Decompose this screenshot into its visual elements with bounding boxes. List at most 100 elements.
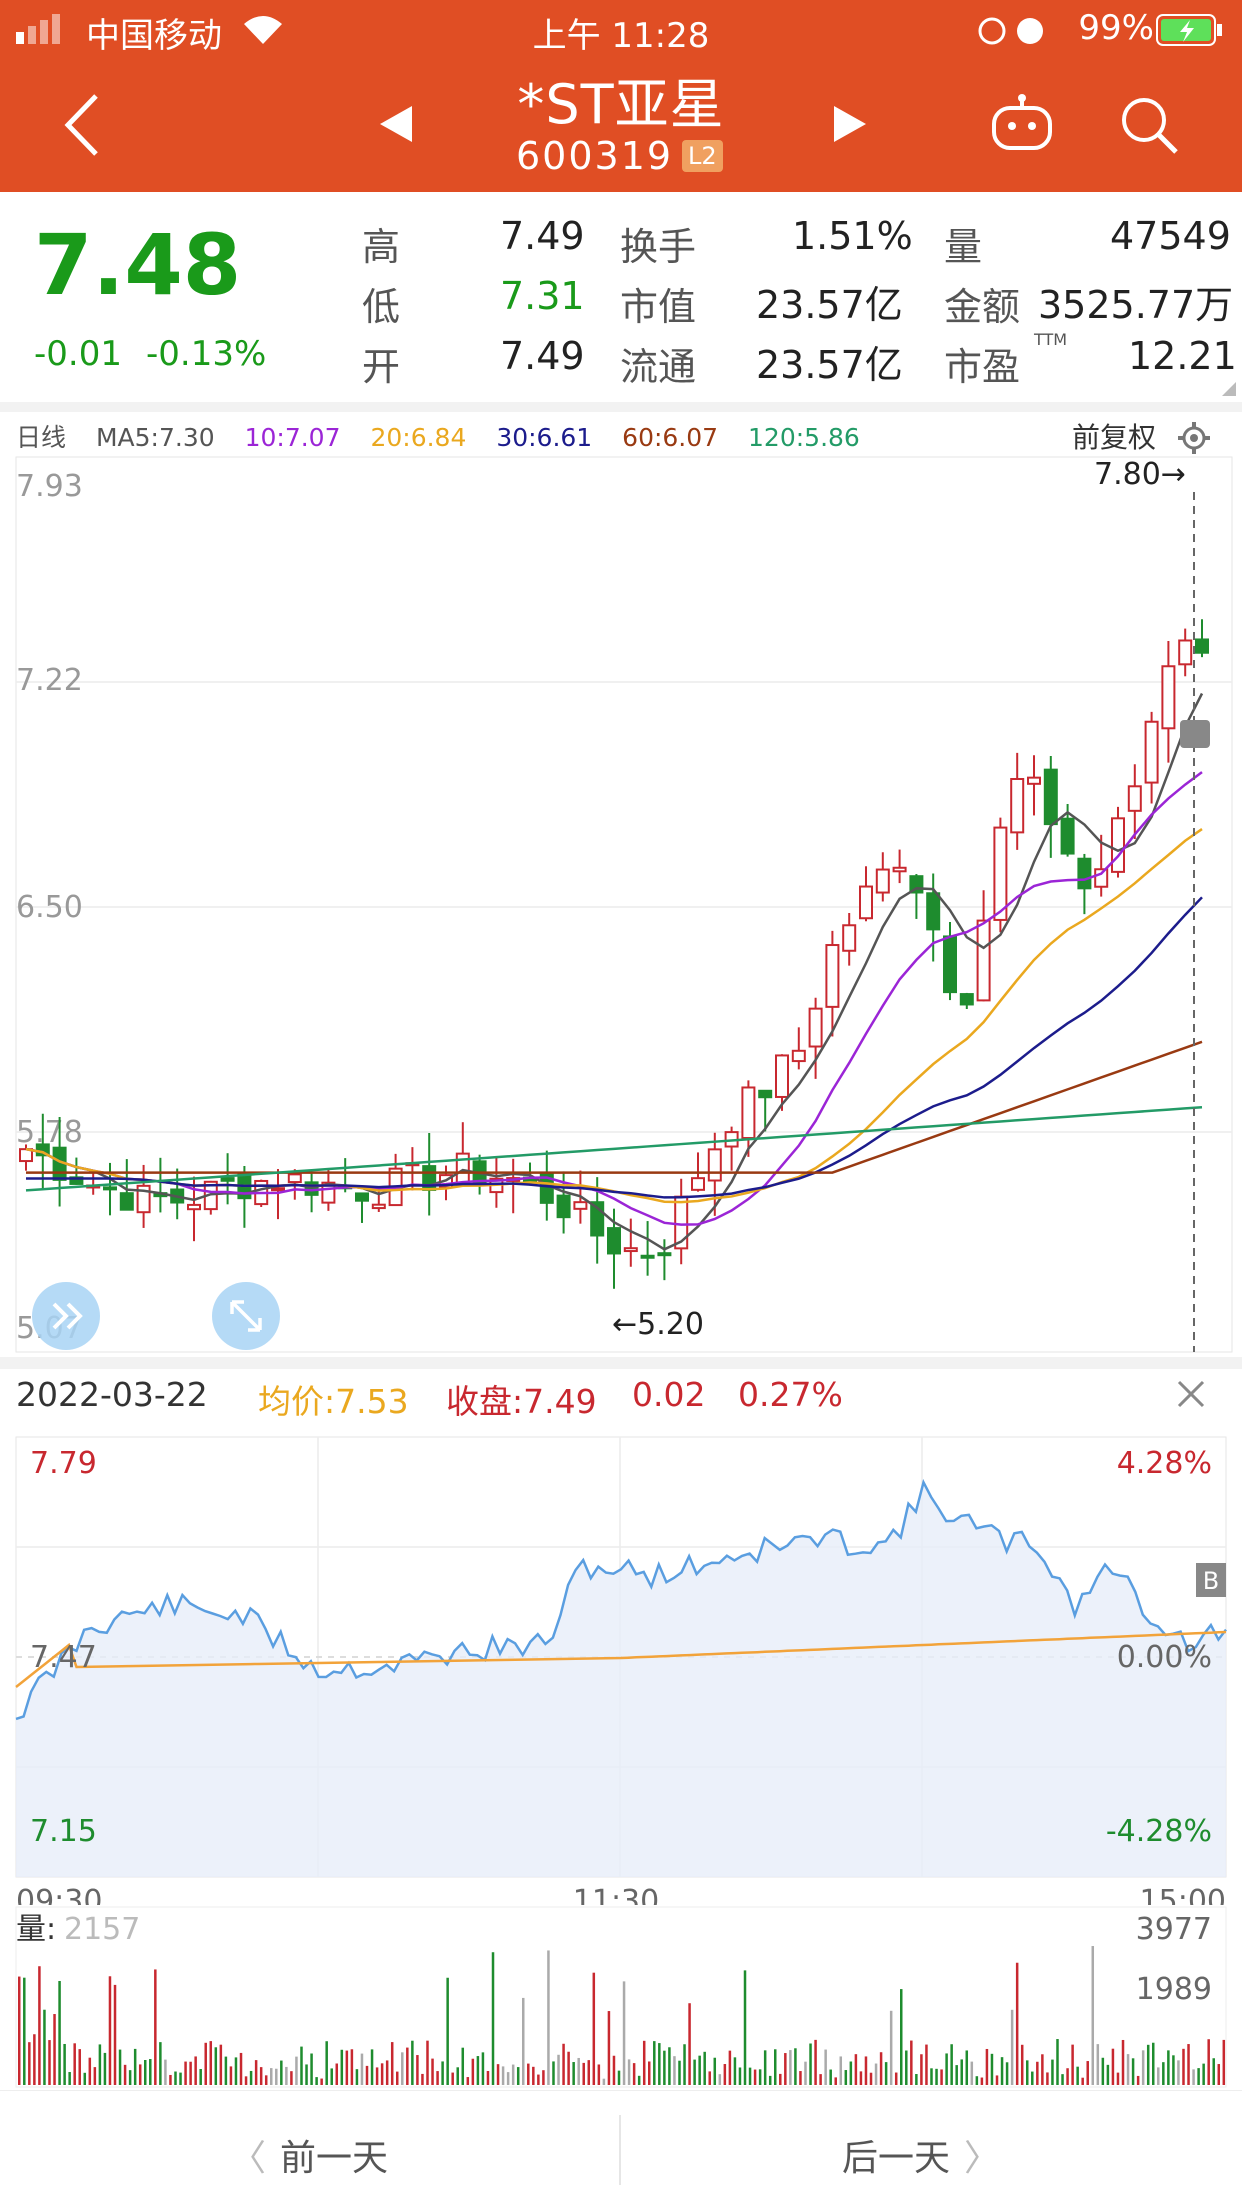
low-label: 低 [362,285,401,329]
volume-bar [637,2075,641,2085]
volume-bar [270,2068,273,2085]
volume-bar [285,2066,288,2085]
volume-bar [537,2074,540,2085]
period-label[interactable]: 日线 [16,423,67,452]
volume-bar [1167,2050,1170,2085]
volume-bar [1146,2044,1150,2085]
volume-bar [234,2057,238,2085]
volume-bar [900,1989,903,2085]
volume-bar [910,2040,913,2085]
ma120-label: 120:5.86 [748,423,860,452]
volume-bar [113,1984,117,2085]
ma10-line [25,771,1203,1226]
volume-bar [683,2044,686,2085]
float-value: 23.57亿 [756,343,903,387]
candle-body [1027,776,1041,785]
volume-bar [930,2068,933,2085]
volume-bar [456,2067,459,2085]
volume-bar [365,2065,369,2085]
next-stock-icon[interactable] [832,104,868,144]
candle-body [304,1181,319,1196]
volume-bar [955,2065,958,2085]
ma30-label: 30:6.61 [496,423,593,452]
volume-bar [1157,2067,1160,2085]
candle-body [1077,857,1092,890]
wifi-icon [244,16,282,44]
volume-bar [138,2064,142,2085]
volume-bar [1131,2058,1135,2085]
kline-chart[interactable]: 7.93 7.22 6.50 5.78 5.07 7.80→ ←5.20 [0,452,1242,1357]
candle-body [1161,665,1176,730]
turnover-label: 换手 [620,225,697,269]
volume-bar [53,2014,56,2085]
candle-body [758,1089,773,1099]
volume-bar [582,2062,585,2085]
volume-bar [123,2064,127,2085]
settings-gear-icon[interactable] [1176,420,1212,456]
volume-bar [98,2044,102,2085]
volume-bar [486,2070,490,2085]
volume-label: 量 [944,225,983,269]
volume-bar [1056,2039,1059,2085]
candle-body [573,1201,588,1210]
time-label-close: 15:00 [1140,1884,1226,1905]
robot-icon[interactable] [990,94,1054,152]
volume-bar [945,2053,948,2085]
volume-bar [1061,2074,1064,2085]
search-icon[interactable] [1120,96,1180,156]
intraday-pct-mid: 0.00% [1117,1640,1212,1675]
candle-body [1178,639,1193,666]
volume-bar [708,2071,711,2085]
candle-body [825,944,840,1008]
high-value: 7.49 [500,214,585,258]
volume-bar [733,2057,737,2085]
stock-code: 600319 [516,134,674,178]
prev-day-button[interactable]: 〈前一天 [230,2129,388,2181]
volume-bar [673,2056,676,2085]
volume-bar [461,2047,465,2085]
volume-bar [58,1980,61,2085]
candle-body [959,993,974,1006]
adjust-selector[interactable]: 前复权 [1072,421,1157,454]
volume-bar [23,1977,26,2085]
volume-bar [390,2042,394,2085]
open-label: 开 [362,345,401,389]
volume-bar [466,2077,470,2085]
pe-ttm-label: TTM [1034,330,1068,349]
volume-bar [1121,2039,1125,2085]
candle-body [691,1177,705,1191]
volume-bar [144,2059,147,2085]
volume-bar [355,2069,359,2085]
volume-bar [1020,2044,1024,2085]
intraday-y-bottom: 7.15 [30,1814,97,1849]
volume-bar [632,2063,636,2085]
volume-bar [471,2058,475,2085]
volume-chart[interactable]: 量: 2157 3977 1989 [0,1905,1242,2090]
volume-bar [446,1977,449,2085]
volume-bar [1051,2059,1054,2085]
volume-bar [1066,2068,1069,2085]
candle-body [842,924,857,952]
volume-chart-label: 量: [16,1912,56,1947]
volume-bar [547,1950,550,2085]
close-icon[interactable] [1176,1379,1206,1409]
volume-bar [280,2060,283,2085]
volume-bar [118,2049,122,2085]
intraday-pct-bottom: -4.28% [1106,1814,1212,1849]
back-icon[interactable] [62,92,102,158]
volume-bar [199,2069,202,2085]
volume-bar [814,2039,817,2085]
prev-stock-icon[interactable] [378,104,414,144]
stock-title: *ST亚星 [517,73,725,136]
volume-bar [330,2068,333,2085]
volume-bar [33,2034,36,2085]
expand-corner-icon[interactable] [1222,382,1236,396]
volume-bar [557,2054,560,2085]
volume-bar [995,2075,999,2085]
volume-bar [925,2044,928,2085]
ma5-line [25,692,1204,1251]
intraday-chart[interactable]: 7.79 7.47 7.15 4.28% 0.00% -4.28% B 09:3… [0,1425,1242,1905]
volume-bar [758,2069,762,2085]
volume-bar [436,2071,439,2085]
next-day-button[interactable]: 后一天〉 [842,2129,1000,2181]
